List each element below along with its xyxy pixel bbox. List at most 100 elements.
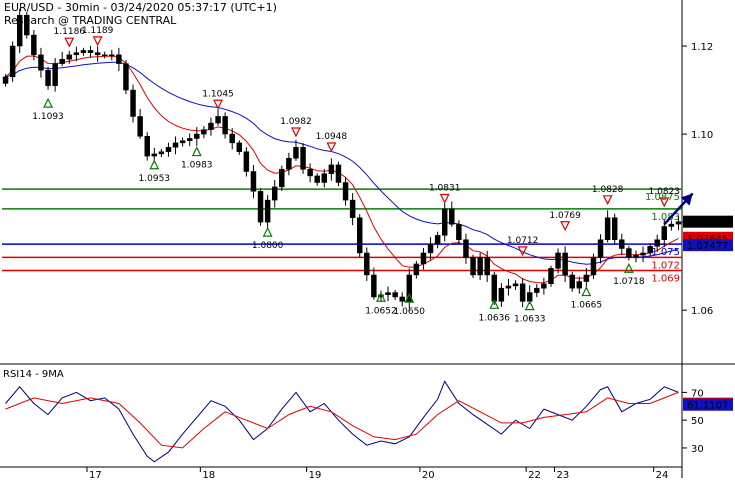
candle-body: [52, 63, 58, 86]
candle-body: [59, 58, 65, 64]
pivot-low-marker: [375, 291, 386, 302]
candle-body: [534, 287, 540, 293]
candle-body: [526, 292, 533, 302]
pivot-low-label: 1.0953: [139, 174, 171, 184]
candle-body: [434, 235, 441, 245]
candle-body: [385, 292, 391, 296]
candle-body: [186, 138, 193, 141]
candle-body: [194, 133, 200, 139]
pivot-high-label: 1.1045: [202, 89, 234, 99]
projection-arrow-head: [680, 193, 693, 206]
candle-body: [364, 252, 370, 276]
time-tick-label: 22: [528, 470, 541, 480]
candle-body: [101, 54, 108, 57]
candle-body: [505, 285, 512, 289]
pivot-low-marker: [489, 298, 500, 309]
candle-body: [491, 274, 498, 302]
price-marker-box: [683, 215, 733, 228]
time-tick-label: 19: [309, 470, 322, 480]
pivot-low-marker: [524, 300, 535, 311]
candle-body: [165, 147, 172, 152]
rsi-marker-label: 61.1107: [687, 401, 728, 412]
candle-body: [633, 254, 639, 258]
candle-body: [604, 217, 611, 240]
fast-moving-average: [5, 55, 679, 284]
candle-body: [371, 274, 377, 298]
candle-body: [151, 153, 158, 157]
candle-body: [512, 283, 519, 287]
level-label: 1.069: [651, 274, 680, 285]
candle-body: [94, 52, 101, 56]
candle-body: [66, 54, 73, 60]
pivot-high-marker: [659, 197, 670, 208]
candle-body: [208, 122, 214, 130]
candle-body: [271, 186, 278, 201]
candle-body: [24, 14, 30, 36]
pivot-high-label: 1.0823: [649, 187, 681, 197]
pivot-low-label: 1.0718: [613, 277, 645, 287]
candle-body: [619, 239, 625, 249]
candle-body: [647, 246, 653, 254]
candle-body: [2, 76, 9, 84]
candle-body: [279, 169, 285, 188]
rsi-layer: [5, 380, 679, 463]
pivot-high-marker: [64, 37, 75, 48]
candle-body: [9, 45, 16, 78]
pivot-high-label: 1.0982: [280, 117, 312, 127]
pivot-high-marker: [326, 142, 337, 153]
candle-body: [179, 140, 186, 144]
candle-body: [300, 147, 306, 170]
slow-moving-average: [5, 61, 679, 265]
candle-body: [201, 129, 207, 135]
pivot-high-marker: [92, 36, 103, 47]
candle-body: [236, 142, 243, 152]
candle-body: [611, 217, 618, 240]
candle-body: [87, 50, 94, 53]
candle-body: [392, 292, 398, 298]
candle-body: [626, 248, 632, 258]
candle-body: [144, 136, 150, 157]
candle-body: [257, 191, 264, 223]
candle-body: [342, 182, 349, 201]
candle-body: [16, 14, 23, 47]
candle-body: [456, 224, 462, 240]
rsi-tick-label: 70: [691, 388, 704, 399]
pivot-low-marker: [191, 146, 202, 157]
candle-body: [519, 283, 526, 302]
price-tick-label: 1.06: [691, 306, 713, 317]
pivot-low-label: 1.0636: [479, 313, 511, 323]
chart-subtitle: Research @ TRADING CENTRAL: [4, 14, 177, 27]
candle-body: [668, 223, 675, 227]
price-marker-label: 1.07477: [687, 241, 728, 252]
level-label: 1.072: [651, 260, 680, 271]
candle-body: [293, 147, 299, 159]
candle-body: [498, 287, 505, 302]
rsi-ma-line: [5, 391, 679, 449]
candle-body: [243, 151, 250, 172]
candle-body: [441, 208, 448, 236]
candle-body: [406, 274, 413, 302]
candles-layer: [2, 8, 682, 309]
pivot-high-marker: [290, 127, 301, 138]
candle-body: [548, 268, 554, 285]
candle-body: [470, 257, 476, 276]
candle-body: [569, 274, 575, 289]
candle-body: [562, 252, 568, 276]
price-marker-label: 1.0801: [687, 218, 722, 229]
level-label: 1.083: [651, 212, 680, 223]
pivot-low-marker: [149, 159, 160, 170]
candle-body: [640, 252, 646, 256]
candle-body: [222, 116, 228, 135]
candle-body: [427, 243, 434, 254]
moving-averages-layer: [5, 55, 679, 284]
pivot-low-label: 1.0652: [365, 306, 397, 316]
candle-body: [130, 89, 136, 117]
candle-body: [73, 52, 80, 56]
candle-body: [484, 257, 490, 276]
candle-body: [116, 54, 122, 64]
pivot-low-label: 1.0650: [394, 307, 426, 317]
pivot-high-label: 1.1189: [82, 26, 114, 36]
